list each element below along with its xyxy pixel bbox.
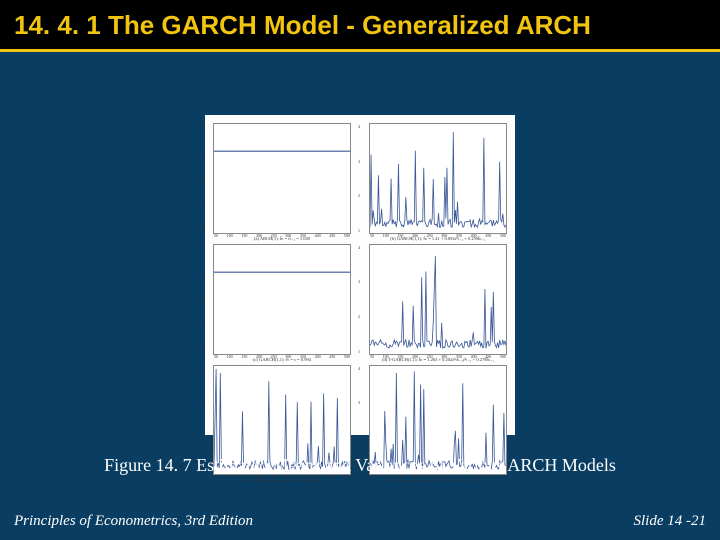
panel-caption: (b) GARCH(1,1): ĥₜ = 1.41 + 0.092ε̂²ₜ₋₁ … [370,237,506,242]
y-axis: 4321 [358,245,360,354]
chart-panel-3: 432150100150200250300350400450500(d) T-G… [369,244,507,355]
panel-caption: (d) T-GARCH(1,1): ĥₜ = 1.263 + 0.202ε̂²d… [370,358,506,363]
figure-caption: Figure 14. 7 Estimated Means and Varianc… [0,455,720,476]
panel-caption: (c) GARCH(1,1): ēₜ = c = 0.994 [214,358,350,363]
footer-left: Principles of Econometrics, 3rd Edition [14,513,253,530]
chart-panel-2: 4321.050100150200250300350400450500(c) G… [213,244,351,355]
panel-caption: (e) GARCH in mean: ēₜ = 0.516 + 0.199ĥₜ [214,479,350,484]
chart-panel-0: 4321.050100150200250300350400450500(a) A… [213,123,351,234]
y-axis: 4321 [358,124,360,233]
figure-grid: 4321.050100150200250300350400450500(a) A… [205,115,515,435]
chart-panel-1: 432150100150200250300350400450500(b) GAR… [369,123,507,234]
y-axis: 4321.0 [202,124,205,233]
footer-right: Slide 14 -21 [634,513,707,530]
panel-caption: (f) ARCH in mean: ĥₜ = 0.227 + 0.238ε̂²ₜ… [370,479,506,484]
slide-title: 14. 4. 1 The GARCH Model - Generalized A… [14,10,706,41]
panel-caption: (a) ARCH(1): ĥₜ = r̂ₜ₋₁ = 1.049 [214,237,350,242]
y-axis: 4321.0 [202,245,205,354]
title-bar: 14. 4. 1 The GARCH Model - Generalized A… [0,0,720,52]
